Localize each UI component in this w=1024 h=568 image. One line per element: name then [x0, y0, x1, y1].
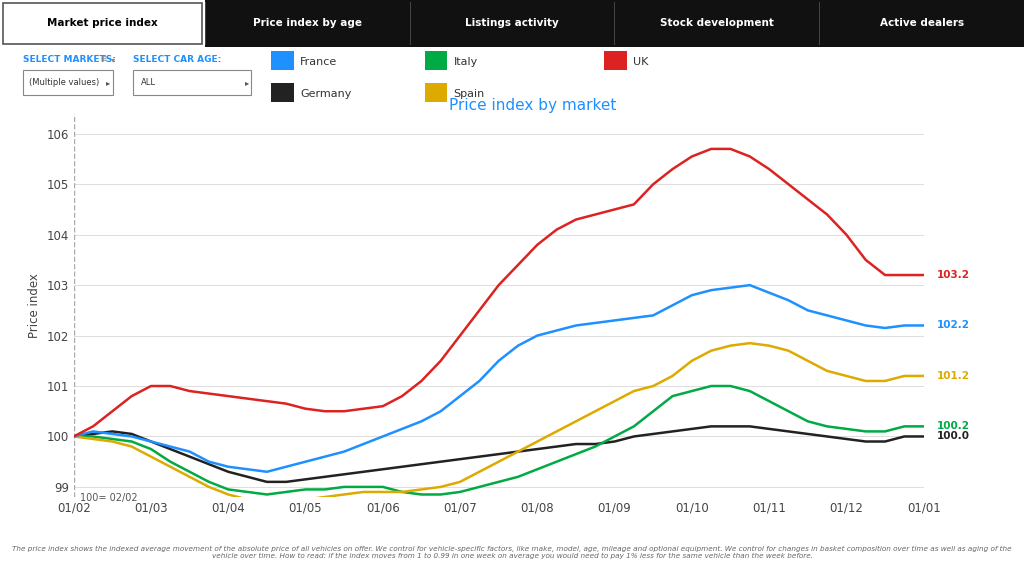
Text: Listings activity: Listings activity — [465, 18, 559, 28]
Y-axis label: Price index: Price index — [28, 273, 41, 338]
Text: ▾: ▾ — [111, 55, 115, 64]
Bar — [410, 0, 614, 47]
Bar — [819, 2, 820, 45]
Text: SELECT MARKETS:: SELECT MARKETS: — [23, 55, 116, 64]
Text: 103.2: 103.2 — [937, 270, 970, 280]
Bar — [271, 83, 294, 102]
Text: Italy: Italy — [454, 57, 478, 67]
Text: ⊞: ⊞ — [100, 56, 106, 62]
Bar — [205, 2, 206, 45]
Bar — [614, 2, 615, 45]
Text: (Multiple values): (Multiple values) — [29, 78, 99, 87]
Text: SELECT CAR AGE:: SELECT CAR AGE: — [133, 55, 221, 64]
Text: ▸: ▸ — [106, 78, 111, 87]
Text: Spain: Spain — [454, 89, 485, 99]
Text: Market price index: Market price index — [47, 18, 158, 28]
Bar — [819, 0, 1024, 47]
Text: The price index shows the indexed average movement of the absolute price of all : The price index shows the indexed averag… — [12, 545, 1012, 559]
Bar — [604, 51, 627, 70]
Bar — [425, 83, 447, 102]
Text: Active dealers: Active dealers — [880, 18, 964, 28]
Text: 100.0: 100.0 — [937, 432, 970, 441]
Text: 100= 02/02: 100= 02/02 — [80, 493, 137, 503]
Text: ▸: ▸ — [245, 78, 249, 87]
Bar — [3, 3, 202, 44]
Bar — [205, 0, 410, 47]
Text: 100.2: 100.2 — [937, 421, 970, 431]
Text: France: France — [300, 57, 337, 67]
Text: 101.2: 101.2 — [937, 371, 970, 381]
Text: UK: UK — [633, 57, 648, 67]
Text: 102.2: 102.2 — [937, 320, 970, 331]
Text: Price index by age: Price index by age — [253, 18, 361, 28]
Bar — [410, 2, 411, 45]
Text: Stock development: Stock development — [659, 18, 774, 28]
Bar — [614, 0, 819, 47]
Text: ALL: ALL — [141, 78, 157, 87]
Text: Price index by market: Price index by market — [449, 98, 616, 113]
Bar — [271, 51, 294, 70]
Text: Germany: Germany — [300, 89, 351, 99]
FancyBboxPatch shape — [23, 70, 113, 95]
Bar — [425, 51, 447, 70]
FancyBboxPatch shape — [133, 70, 251, 95]
